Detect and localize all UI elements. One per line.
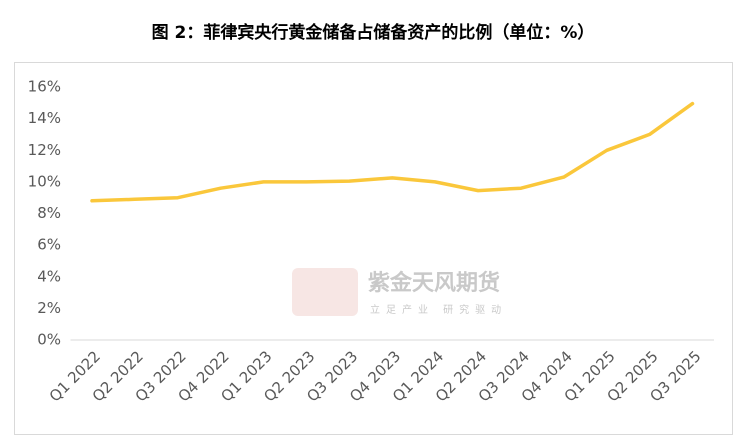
y-tick-label: 4% — [37, 267, 61, 285]
y-tick-label: 0% — [37, 331, 61, 349]
data-line — [90, 101, 695, 203]
y-tick-label: 8% — [37, 204, 61, 222]
watermark-name: 紫金天风期货 — [368, 270, 500, 296]
y-tick-label: 6% — [37, 236, 61, 254]
y-tick-label: 12% — [28, 141, 61, 159]
y-tick-label: 16% — [28, 78, 61, 96]
chart-title: 图 2：菲律宾央行黄金储备占储备资产的比例（单位：%） — [152, 22, 595, 43]
watermark-logo — [292, 268, 358, 316]
chart-frame — [14, 62, 733, 435]
y-tick-label: 10% — [28, 172, 61, 190]
watermark-slogan: 立足产业 研究驱动 — [370, 303, 507, 316]
y-tick-label: 2% — [37, 299, 61, 317]
y-tick-label: 14% — [28, 109, 61, 127]
